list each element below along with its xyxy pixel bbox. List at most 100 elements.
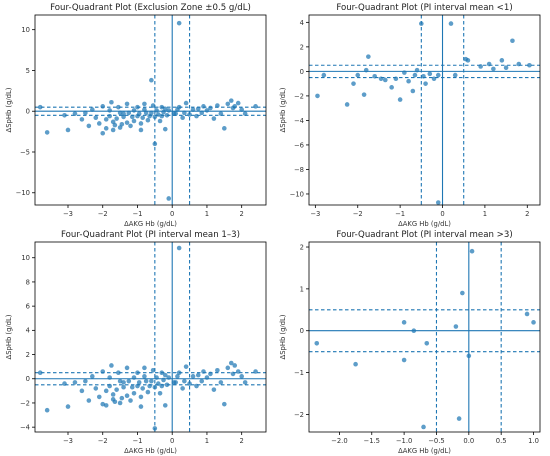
data-point	[166, 375, 172, 380]
data-point	[65, 127, 71, 133]
data-point	[112, 399, 118, 405]
data-point	[199, 110, 205, 116]
data-point	[164, 113, 170, 118]
data-point	[154, 375, 159, 380]
data-point	[138, 121, 144, 126]
y-tick-label: 6	[26, 303, 30, 311]
data-point	[366, 54, 371, 59]
data-point	[62, 113, 67, 118]
data-point	[159, 370, 165, 376]
data-point	[230, 371, 236, 377]
data-point	[423, 81, 428, 86]
data-point	[129, 384, 135, 390]
data-point	[128, 398, 133, 403]
data-point	[242, 111, 248, 116]
panel-1: Four-Quadrant Plot (Exclusion Zone ±0.5 …	[5, 3, 267, 228]
data-point	[466, 353, 472, 359]
data-point	[195, 372, 201, 378]
data-point	[242, 380, 248, 385]
data-point	[182, 110, 187, 116]
x-tick-label: 2	[240, 210, 244, 218]
data-point	[157, 390, 163, 396]
data-point	[516, 61, 522, 67]
y-tick-label: 2	[26, 351, 30, 359]
data-point	[235, 100, 241, 106]
data-point	[162, 126, 168, 132]
data-point	[159, 113, 165, 119]
data-point	[131, 390, 137, 396]
data-point	[107, 113, 112, 119]
plot-area	[35, 242, 266, 432]
y-tick-label: −4	[294, 117, 304, 125]
x-axis-label: ΔAKG Hb (g/dL)	[124, 447, 177, 455]
data-point	[83, 378, 88, 384]
data-point	[211, 387, 217, 392]
data-point	[126, 110, 132, 116]
data-point	[222, 126, 227, 131]
data-point	[378, 76, 384, 82]
data-point	[215, 367, 220, 373]
data-point	[37, 104, 43, 110]
data-point	[131, 118, 137, 124]
data-point	[204, 375, 210, 380]
x-tick-label: −1.5	[364, 437, 381, 445]
y-tick-label: −1	[294, 369, 304, 377]
data-point	[72, 111, 78, 116]
data-point	[149, 77, 154, 83]
data-point	[435, 200, 441, 205]
data-point	[152, 114, 158, 120]
data-point	[150, 103, 156, 108]
data-point	[162, 403, 168, 408]
data-point	[143, 378, 149, 384]
data-point	[121, 111, 126, 116]
x-tick-label: −3	[310, 210, 320, 218]
data-point	[465, 58, 471, 63]
y-tick-label: 4	[26, 327, 30, 335]
data-point	[149, 378, 154, 384]
data-point	[239, 107, 244, 112]
y-tick-label: 4	[300, 19, 304, 27]
data-point	[204, 108, 210, 113]
data-point	[421, 424, 426, 430]
data-point	[124, 120, 130, 125]
data-point	[222, 401, 227, 407]
data-point	[190, 374, 196, 379]
data-point	[72, 380, 78, 385]
y-tick-label: 2	[300, 43, 304, 51]
data-point	[491, 66, 496, 72]
data-point	[93, 386, 99, 391]
data-point	[453, 324, 459, 329]
data-point	[86, 123, 92, 129]
data-point	[156, 381, 161, 386]
data-point	[131, 375, 137, 380]
plot-area	[309, 15, 540, 205]
y-tick-label: 10	[21, 254, 30, 262]
data-point	[176, 104, 182, 110]
y-tick-label: −10	[16, 189, 30, 197]
data-point	[145, 117, 151, 123]
data-point	[124, 393, 130, 398]
data-point	[199, 378, 205, 384]
x-tick-label: −0.5	[428, 437, 445, 445]
data-point	[142, 374, 147, 379]
x-tick-label: 1.0	[528, 437, 539, 445]
y-axis-label: ΔSpHb (g/dL)	[5, 87, 13, 132]
plot-area	[309, 242, 540, 432]
data-point	[431, 76, 437, 82]
panel-title: Four-Quadrant Plot (PI interval mean 1–3…	[61, 230, 240, 240]
data-point	[138, 127, 144, 133]
x-tick-label: −1	[132, 210, 142, 218]
data-point	[142, 365, 147, 371]
data-point	[486, 61, 492, 67]
data-point	[162, 372, 168, 378]
data-point	[161, 377, 166, 383]
x-tick-label: −2.0	[331, 437, 348, 445]
data-point	[147, 383, 152, 389]
data-point	[190, 107, 196, 112]
data-point	[321, 72, 327, 78]
data-point	[37, 370, 43, 376]
data-point	[527, 62, 532, 68]
x-tick-label: −1	[395, 210, 405, 218]
